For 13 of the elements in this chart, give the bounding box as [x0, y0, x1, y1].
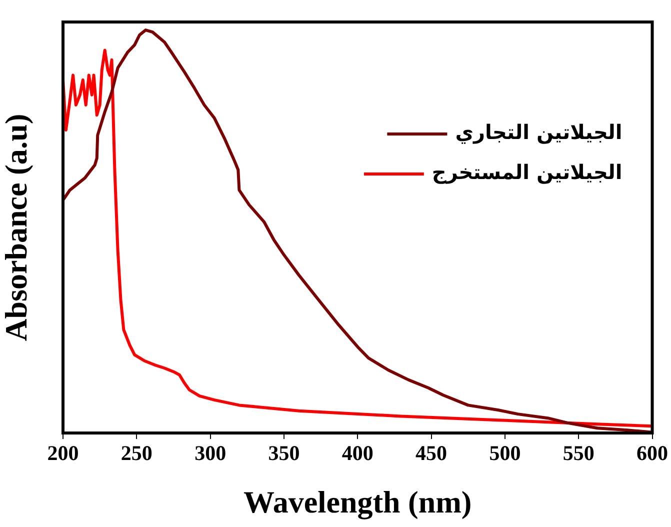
- x-tick-label: 250: [120, 441, 152, 466]
- y-axis-title: Absorbance (a.u): [0, 114, 34, 342]
- x-axis-title: Wavelength (nm): [244, 484, 472, 520]
- x-tick-label: 300: [194, 441, 226, 466]
- x-tick-label: 500: [489, 441, 521, 466]
- x-tick-label: 350: [268, 441, 300, 466]
- legend-label: الجيلاتين المستخرج: [432, 160, 622, 184]
- legend-label: الجيلاتين التجاري: [455, 120, 622, 144]
- x-tick-label: 550: [562, 441, 594, 466]
- x-tick-label: 450: [416, 441, 448, 466]
- x-tick-label: 400: [342, 441, 374, 466]
- x-tick-label: 600: [636, 441, 668, 466]
- x-tick-label: 200: [47, 441, 79, 466]
